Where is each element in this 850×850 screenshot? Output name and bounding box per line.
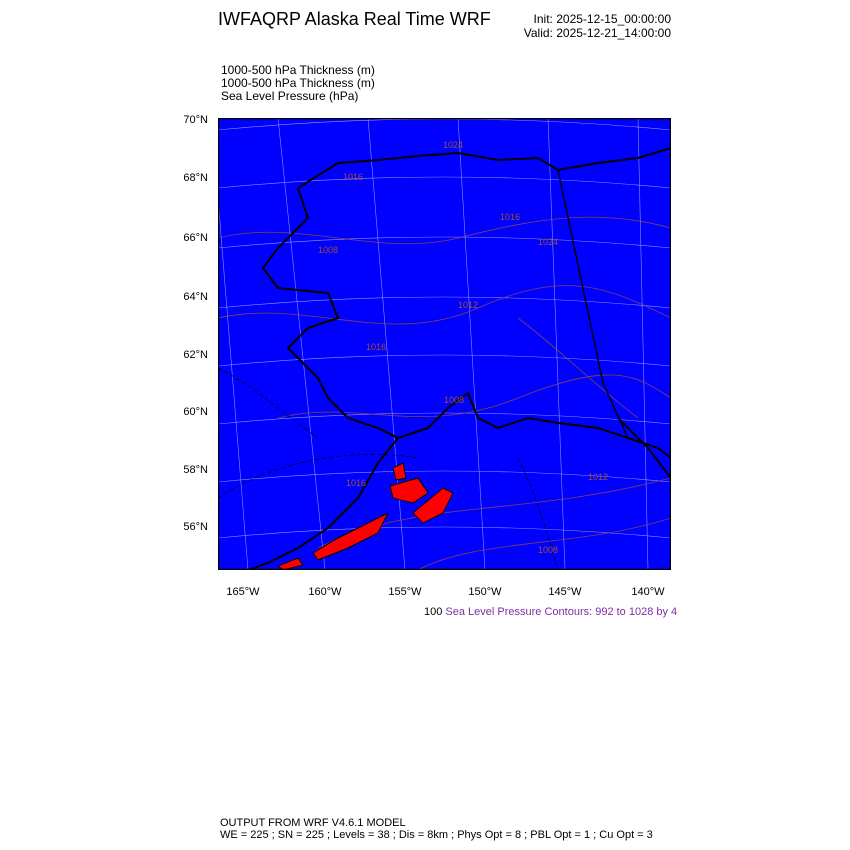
contour-label: 1024	[538, 237, 558, 247]
contour-info: 100 Sea Level Pressure Contours: 992 to …	[424, 606, 677, 618]
southeast-panhandle	[617, 417, 671, 479]
highlight-region	[312, 511, 390, 561]
dashed-lines	[218, 367, 559, 570]
contour-info-value: 100	[424, 606, 443, 618]
contour-info-text: Sea Level Pressure Contours: 992 to 1028…	[445, 606, 678, 618]
contour-labels: 1024 1016 1016 1024 1008 1012 1016 1008 …	[318, 140, 608, 555]
coastline	[247, 147, 671, 570]
peninsula	[247, 437, 399, 570]
init-time: Init: 2025-12-15_00:00:00	[533, 12, 671, 26]
lat-label: 62°N	[183, 349, 208, 361]
north-coast	[297, 147, 671, 189]
lon-label: 155°W	[388, 586, 422, 598]
contour-label: 1016	[346, 478, 366, 488]
lat-label: 60°N	[183, 406, 208, 418]
lat-label: 56°N	[183, 521, 208, 533]
contour-label: 1016	[343, 172, 363, 182]
plot-title: IWFAQRP Alaska Real Time WRF	[218, 9, 491, 29]
highlight-region	[389, 477, 429, 504]
contour-label: 1008	[318, 245, 338, 255]
contour-label: 1016	[500, 212, 520, 222]
west-coast	[261, 187, 399, 439]
lon-label: 165°W	[226, 586, 260, 598]
contour-label: 1012	[458, 300, 478, 310]
map-frame	[218, 118, 671, 570]
contour-label: 1024	[443, 140, 463, 150]
model-footer: OUTPUT FROM WRF V4.6.1 MODEL WE = 225 ; …	[220, 817, 653, 841]
south-coast	[397, 391, 671, 459]
lat-label: 66°N	[183, 232, 208, 244]
lon-label: 145°W	[548, 586, 582, 598]
valid-time: Valid: 2025-12-21_14:00:00	[523, 26, 671, 40]
highlight-region	[392, 462, 407, 481]
field-label-thickness-1: 1000-500 hPa Thickness (m)	[221, 63, 375, 77]
lon-label: 140°W	[631, 586, 665, 598]
contour-label: 1012	[588, 472, 608, 482]
contour-label: 1016	[366, 342, 386, 352]
field-label-thickness-2: 1000-500 hPa Thickness (m)	[221, 76, 375, 90]
lat-label: 68°N	[183, 172, 208, 184]
lon-label: 160°W	[308, 586, 342, 598]
highlight-regions	[277, 462, 454, 570]
contour-label: 1008	[444, 395, 464, 405]
lat-label: 64°N	[183, 291, 208, 303]
lon-label: 150°W	[468, 586, 502, 598]
map-plot: 1024 1016 1016 1024 1008 1012 1016 1008 …	[218, 118, 671, 570]
footer-line-1: OUTPUT FROM WRF V4.6.1 MODEL	[220, 817, 406, 829]
footer-line-2: WE = 225 ; SN = 225 ; Levels = 38 ; Dis …	[220, 829, 653, 841]
time-info: Init: 2025-12-15_00:00:00 Valid: 2025-12…	[524, 12, 671, 40]
field-label-slp: Sea Level Pressure (hPa)	[221, 89, 359, 103]
lat-label: 58°N	[183, 464, 208, 476]
contour-label: 1008	[538, 545, 558, 555]
lat-label: 70°N	[183, 114, 208, 126]
highlight-region	[412, 487, 454, 524]
highlight-region	[277, 557, 304, 570]
